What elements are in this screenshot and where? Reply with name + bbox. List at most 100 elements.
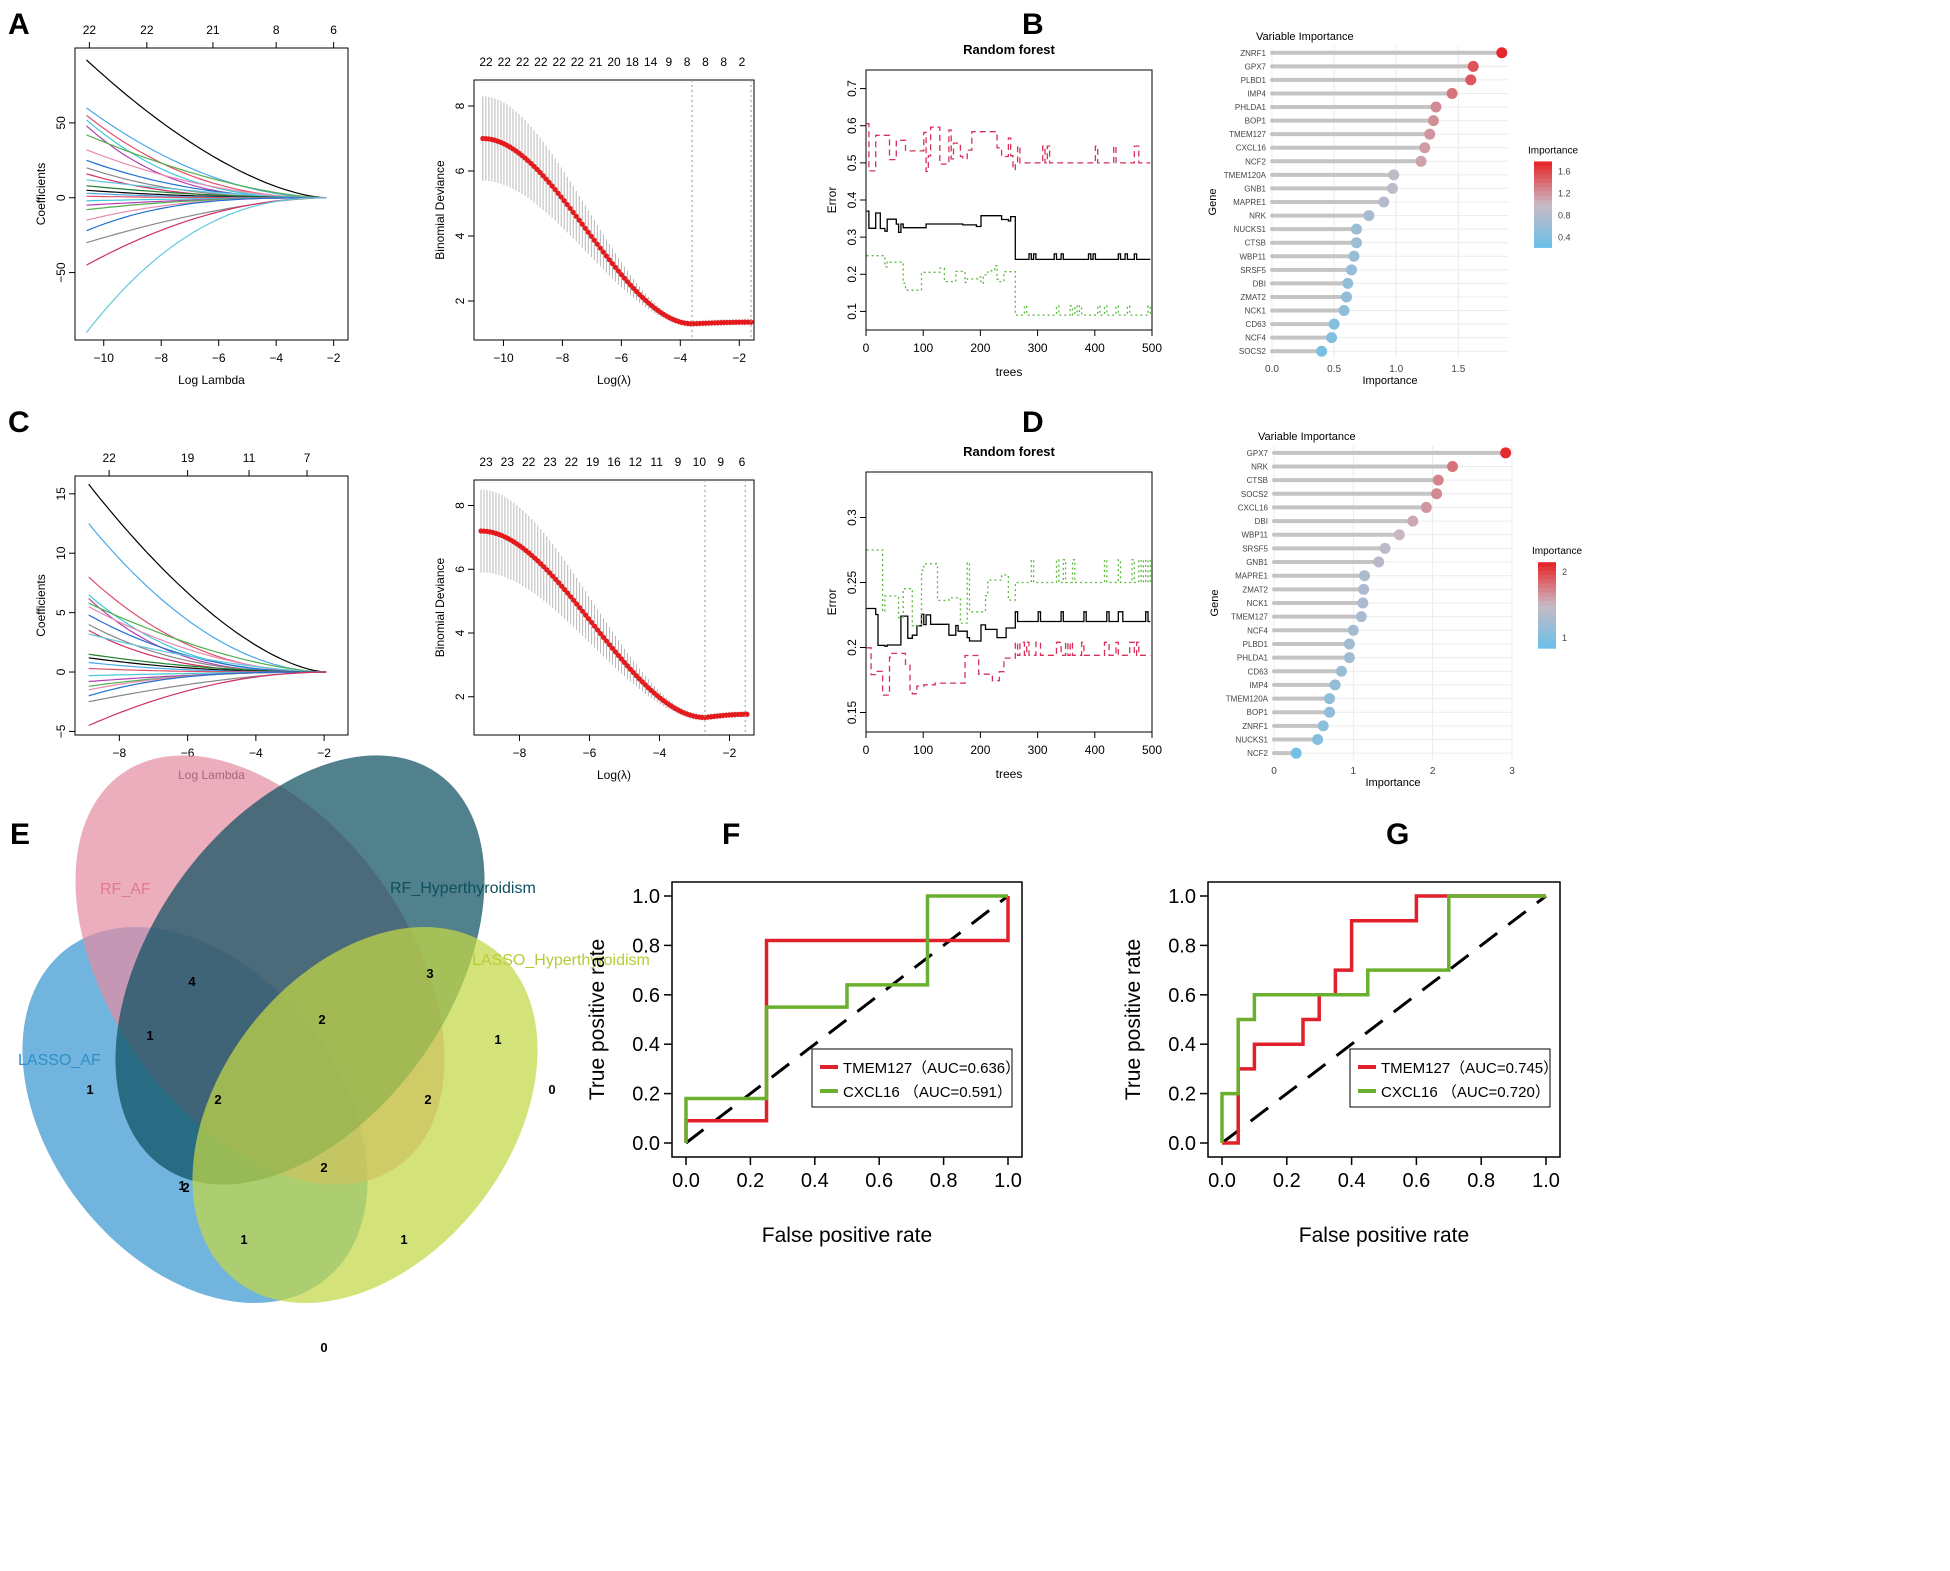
y-tick-label: 0.3 [845,228,859,245]
lollipop-point [1324,693,1336,705]
lollipop-point [1424,128,1436,140]
coef-path-line [86,197,327,232]
legend-gradient-step [1534,187,1552,193]
x-tick-label: 300 [1028,341,1048,355]
lollipop-point [1393,529,1405,541]
error-series-line [866,607,1151,647]
x-axis-label: False positive rate [1299,1224,1469,1247]
lollipop-point [1348,250,1360,262]
gene-label: CXCL16 [1238,503,1269,512]
x-tick-label: 0.5 [1327,364,1341,375]
deviance-point [597,245,603,251]
venn-count: 1 [146,1028,153,1043]
y-tick-label: 0.4 [632,1034,660,1056]
legend-gradient-step [1534,234,1552,240]
legend-gradient-step [1534,182,1552,188]
legend-label: 2 [1562,567,1567,577]
x-axis-label: False positive rate [762,1224,932,1247]
venn-count: 2 [424,1092,431,1107]
lollipop-point [1350,237,1362,249]
lollipop-point [1347,624,1359,636]
lollipop-point [1430,101,1442,113]
x-tick-label: −4 [249,746,263,760]
top-tick-label: 2 [739,55,746,69]
top-tick-label: 21 [206,23,220,37]
legend-gradient-step [1538,622,1556,628]
gene-label: NRK [1251,462,1269,471]
lollipop-point [1345,264,1357,276]
x-tick-label: −2 [723,746,737,760]
venn-count: 1 [240,1232,247,1247]
lollipop-point [1357,597,1369,609]
gene-label: NRK [1249,212,1267,221]
y-tick-label: 0.4 [1168,1034,1196,1056]
deviance-point [556,580,562,586]
legend-gradient-step [1534,217,1552,223]
roc-curve [1220,894,1546,1143]
lollipop-point [1329,679,1341,691]
coef-path-line [88,483,327,673]
y-tick-label: 4 [453,232,467,239]
x-tick-label: −10 [94,351,115,365]
deviance-point [570,209,576,215]
legend-gradient-step [1538,587,1556,593]
top-tick-label: 22 [479,55,493,69]
venn-group: LASSO_AF RF_AF RF_Hyperthyroidism LASSO_Hyp… [18,755,650,1355]
y-tick-label: 6 [453,566,467,573]
top-tick-label: 22 [140,23,154,37]
legend-gradient-step [1534,161,1552,167]
legend-gradient-step [1538,583,1556,589]
lollipop-point [1431,488,1443,500]
legend-gradient-step [1534,170,1552,175]
lollipop-point [1328,318,1340,330]
gene-label: ZNRF1 [1242,722,1268,731]
top-tick-label: 20 [607,55,621,69]
x-tick-label: 1.0 [1389,364,1403,375]
lollipop-point [1338,305,1350,317]
x-tick-label: 1.5 [1451,364,1465,375]
x-tick-label: 1 [1351,766,1357,777]
y-tick-label: 0.0 [1168,1133,1196,1155]
x-tick-label: 0.4 [1338,1170,1366,1192]
legend-gradient-step [1538,643,1556,649]
legend-gradient-step [1538,579,1556,585]
coef-path-line [86,197,327,221]
panel-label-g: G [1386,818,1409,851]
legend-gradient-step [1534,200,1552,205]
y-tick-label: 0.6 [1168,985,1196,1007]
gene-label: SRSF5 [1240,266,1266,275]
legend-label: 1.2 [1558,188,1571,198]
top-tick-label: 22 [102,451,116,465]
lollipop-point [1350,223,1362,235]
venn-count: 2 [214,1092,221,1107]
coef-path-line [88,602,327,673]
top-tick-label: 22 [516,55,530,69]
roc-curve [1222,894,1546,1145]
venn-count: 1 [494,1032,501,1047]
x-tick-label: 0.0 [672,1170,700,1192]
panel-label-c: C [8,406,30,439]
coef-path-line [86,134,327,199]
chart-title: Random forest [963,444,1055,459]
gene-label: MAPRE1 [1235,572,1268,581]
deviance-point [588,619,595,626]
top-tick-label: 23 [479,455,493,469]
legend-gradient-step [1534,195,1552,201]
x-tick-label: 3 [1509,766,1515,777]
x-tick-label: 0.6 [1402,1170,1430,1192]
y-axis-label: Coefficients [34,163,48,225]
deviance-point [609,261,616,267]
legend-gradient-step [1534,208,1552,214]
deviance-point [585,229,591,235]
x-axis-label: Importance [1365,777,1420,789]
legend-gradient-step [1538,639,1556,645]
deviance-point [577,605,583,611]
deviance-point [552,186,558,193]
lollipop-point [1447,460,1458,472]
deviance-point [576,217,582,223]
venn-set-label: RF_AF [100,881,151,898]
lollipop-point [1316,345,1328,357]
deviance-point [562,587,568,593]
legend-gradient-step [1538,575,1556,580]
x-tick-label: 300 [1028,743,1048,757]
